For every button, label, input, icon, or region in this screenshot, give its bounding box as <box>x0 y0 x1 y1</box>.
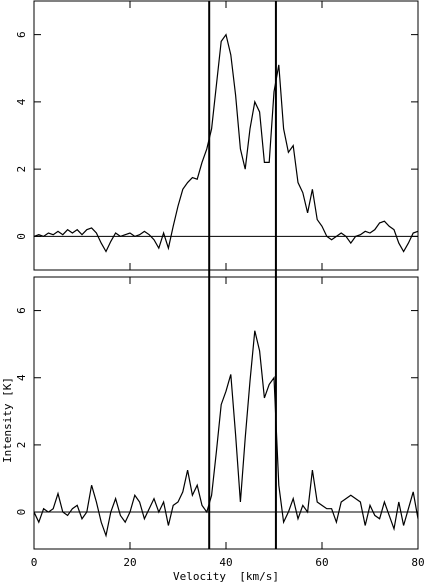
spectrum-line <box>33 33 419 253</box>
plot-frame <box>33 0 419 271</box>
x-axis-label: Velocity [km/s] <box>173 570 279 583</box>
spectrum-line <box>33 330 419 538</box>
y-tick-label: 6 <box>15 307 28 314</box>
y-axis-label: Intensity [K] <box>1 377 14 463</box>
x-tick-label: 60 <box>315 556 328 569</box>
y-tick-label: 2 <box>15 166 28 173</box>
x-tick-label: 80 <box>411 556 424 569</box>
x-tick-label: 20 <box>123 556 136 569</box>
x-tick-label: 40 <box>219 556 232 569</box>
y-tick-label: 6 <box>15 31 28 38</box>
x-tick-label: 0 <box>31 556 38 569</box>
plot-frame <box>33 276 419 550</box>
y-tick-label: 4 <box>15 98 28 105</box>
y-tick-label: 0 <box>15 509 28 516</box>
y-tick-label: 4 <box>15 374 28 381</box>
y-tick-label: 0 <box>15 233 28 240</box>
y-tick-label: 2 <box>15 442 28 449</box>
